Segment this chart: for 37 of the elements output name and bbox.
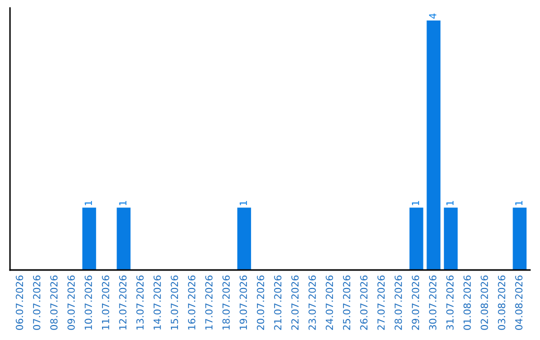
x-tick-label: 10.07.2026 [84,275,92,330]
x-tick-label: 03.08.2026 [498,275,506,330]
x-tick-label: 02.08.2026 [480,275,488,330]
x-tick-label: 13.07.2026 [136,275,144,330]
x-tick-label: 23.07.2026 [308,275,316,330]
x-tick-label: 30.07.2026 [429,275,436,330]
x-tick-label: 31.07.2026 [446,275,454,330]
x-tick-label: 01.08.2026 [463,275,471,330]
x-tick-label: 22.07.2026 [291,275,299,330]
x-tick-label: 21.07.2026 [274,275,282,330]
x-tick-label: 20.07.2026 [256,275,264,330]
data-label: 4 [429,13,436,19]
x-tick-label: 06.07.2026 [16,275,24,330]
data-label: 1 [119,200,126,206]
x-tick-label: 15.07.2026 [170,275,178,330]
data-label: 1 [240,200,247,206]
x-tick-label: 25.07.2026 [342,275,350,330]
x-tick-label: 04.08.2026 [515,275,522,330]
x-tick-label: 17.07.2026 [205,275,213,330]
x-tick-label: 16.07.2026 [188,275,196,330]
x-tick-label: 28.07.2026 [394,275,402,330]
data-label: 1 [446,200,454,206]
x-tick-label: 27.07.2026 [377,275,385,330]
x-tick-label: 07.07.2026 [33,275,40,330]
data-label: 1 [515,200,522,206]
x-tick-label: 19.07.2026 [240,275,247,330]
x-tick-label: 26.07.2026 [360,275,368,330]
x-tick-label: 12.07.2026 [119,275,126,330]
data-label: 1 [412,200,420,206]
x-tick-label: 24.07.2026 [326,275,334,330]
data-label: 1 [84,200,92,206]
x-tick-label: 14.07.2026 [154,275,161,330]
x-tick-label: 18.07.2026 [222,275,230,330]
x-tick-label: 09.07.2026 [67,275,75,330]
x-tick-label: 29.07.2026 [412,275,420,330]
x-tick-label: 08.07.2026 [50,275,58,330]
x-tick-label: 11.07.2026 [102,275,110,330]
